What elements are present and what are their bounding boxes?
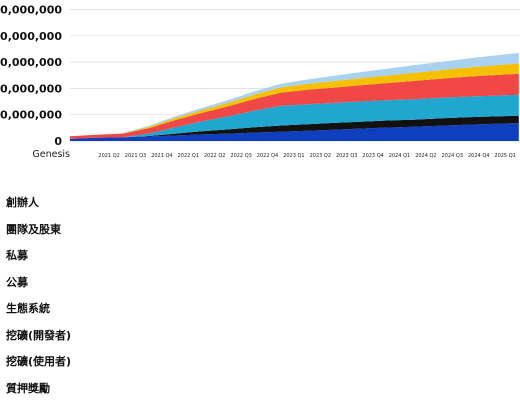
y-axis-ticks: 0 00,000,000 00,000,000 00,000,000 00,000,00… <box>0 4 62 149</box>
x-tick-label: 2022 Q3 <box>230 153 251 159</box>
x-tick-label: 2025 Q1 <box>494 153 515 159</box>
legend-item-ecosystem: 生態系統 <box>6 296 71 323</box>
stacked-area-chart: 0 00,000,000 00,000,000 00,000,000 00,000,00… <box>0 0 520 185</box>
legend: 創辦人 團隊及股東 私募 公募 生態系統 挖礦(開發者) 挖礦(使用者) 質押獎… <box>6 190 71 402</box>
x-tick-label: 2022 Q1 <box>178 153 199 159</box>
legend-item-private-sale: 私募 <box>6 243 71 270</box>
y-tick-label: 00,000,000 <box>0 109 62 122</box>
legend-item-mining-developers: 挖礦(開發者) <box>6 323 71 350</box>
x-tick-label: 2021 Q3 <box>125 153 146 159</box>
x-tick-label: 2022 Q4 <box>257 153 278 159</box>
y-tick-label: 00,000,000 <box>0 30 62 43</box>
x-tick-label: 2023 Q2 <box>310 153 331 159</box>
x-tick-label: 2023 Q4 <box>362 153 383 159</box>
x-tick-label: 2021 Q2 <box>98 153 119 159</box>
x-axis-ticks: Genesis 2021 Q2 2021 Q3 2021 Q4 2022 Q1 2022 … <box>32 149 520 160</box>
x-tick-label: 2023 Q3 <box>336 153 357 159</box>
x-tick-label: Genesis <box>32 149 70 160</box>
x-tick-label: 2022 Q2 <box>204 153 225 159</box>
area-layer <box>70 53 519 141</box>
x-tick-label: 2024 Q3 <box>442 153 463 159</box>
y-tick-label: 00,000,000 <box>0 56 62 69</box>
x-tick-label: 2024 Q4 <box>468 153 489 159</box>
y-tick-label: 00,000,000 <box>0 82 62 95</box>
x-tick-label: 2023 Q1 <box>283 153 304 159</box>
legend-item-founders: 創辦人 <box>6 190 71 217</box>
x-tick-label: 2021 Q4 <box>151 153 172 159</box>
y-tick-label: 0,000,000 <box>0 4 62 17</box>
legend-item-public-sale: 公募 <box>6 270 71 297</box>
x-tick-label: 2024 Q2 <box>415 153 436 159</box>
legend-item-team-shareholders: 團隊及股東 <box>6 217 71 244</box>
x-tick-label: 2024 Q1 <box>389 153 410 159</box>
y-tick-label: 0 <box>54 135 62 148</box>
legend-item-staking-rewards: 質押獎勵 <box>6 376 71 402</box>
legend-item-mining-users: 挖礦(使用者) <box>6 349 71 376</box>
